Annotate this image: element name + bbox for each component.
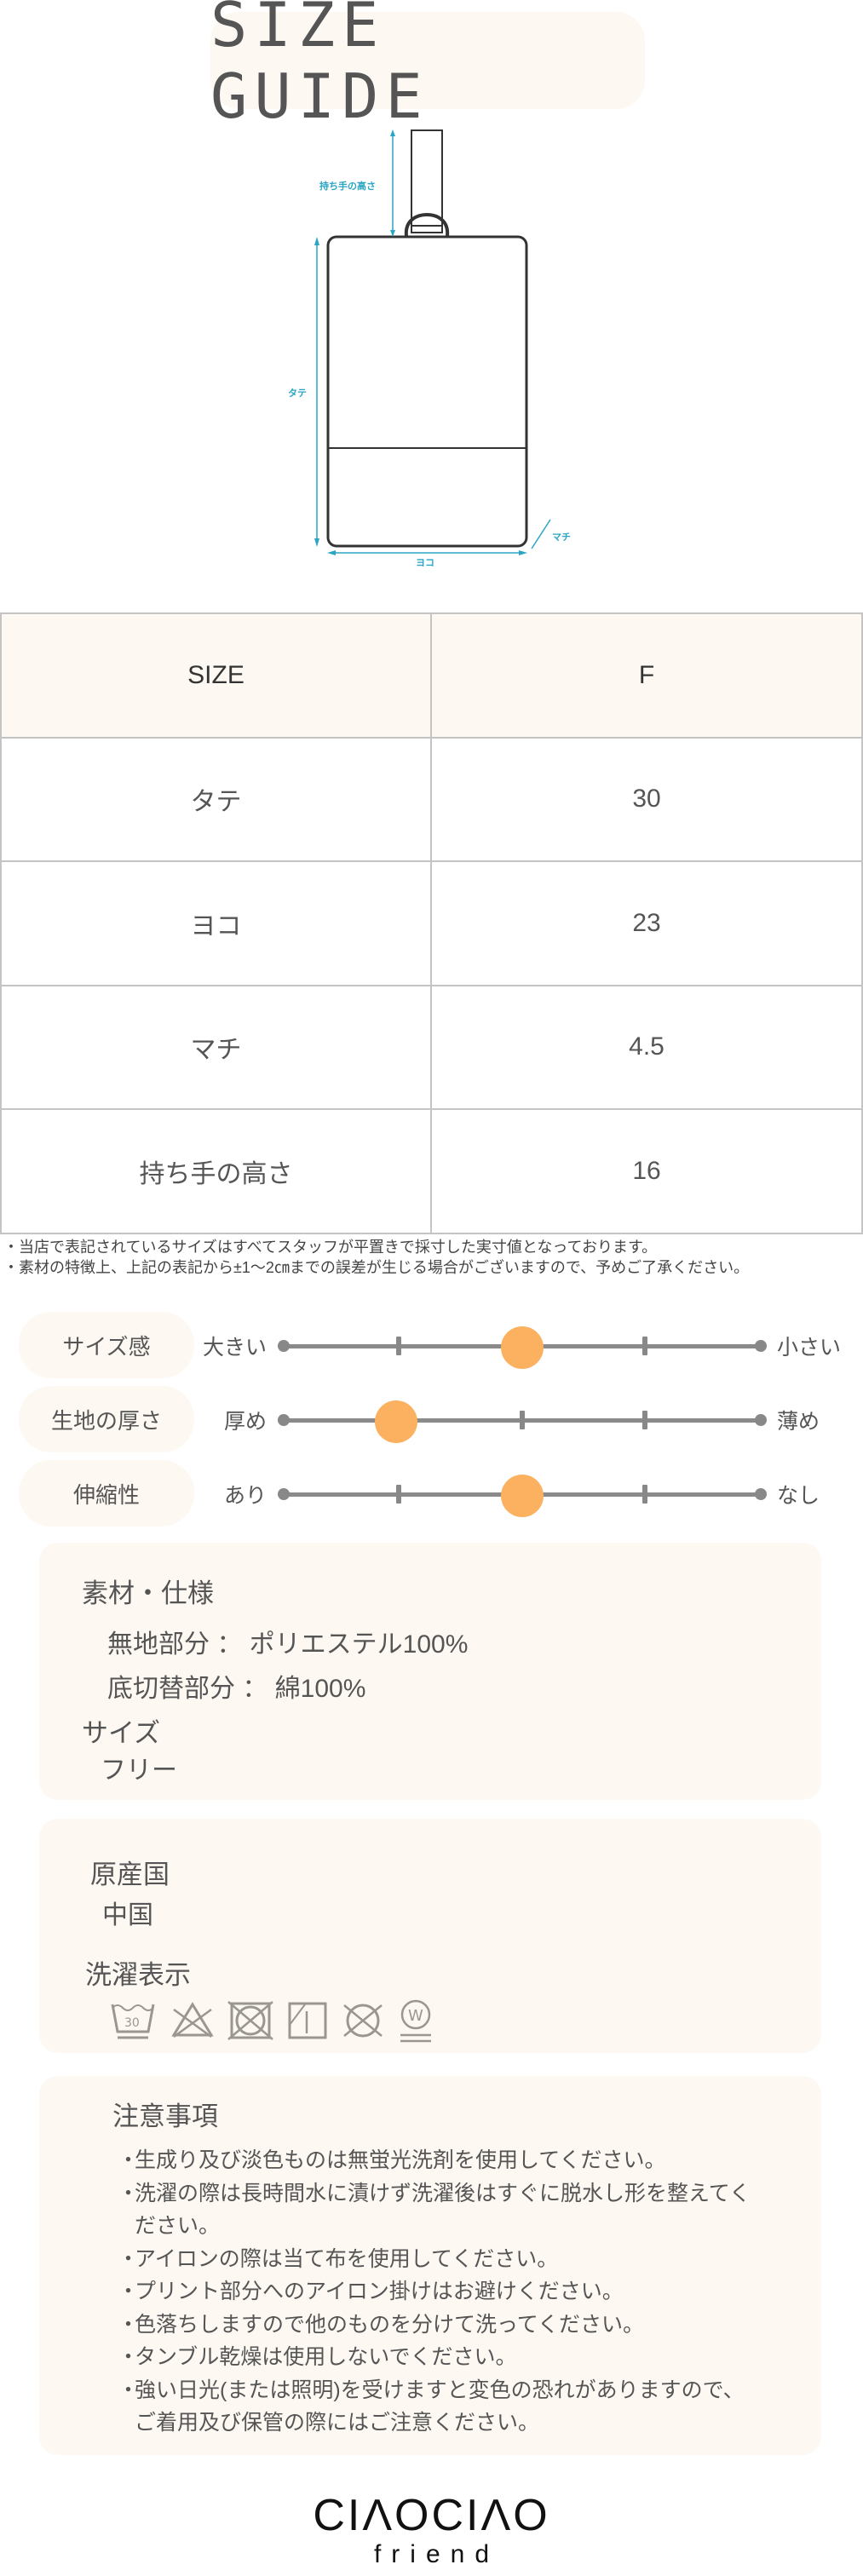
note-line: ・当店で表記されているサイズはすべてスタッフが平置きで採寸した実寸値となっており… [3, 1239, 658, 1256]
slider-tick-icon [396, 1337, 401, 1355]
slider-knob-indicator [375, 1400, 417, 1443]
brand-name: CIΛOCIΛO [313, 2491, 550, 2540]
list-item: ・生成り及び淡色ものは無蛍光洗剤を使用してください。 [118, 2144, 799, 2177]
wet-clean-icon: W [400, 1999, 431, 2043]
wet-clean-label: W [408, 2007, 423, 2025]
table-row: マチ 4.5 [0, 984, 863, 1110]
fit-slider-stretch: 伸縮性 あり なし [0, 1460, 863, 1527]
size-table-cell-value: 23 [430, 860, 863, 986]
slider-tick-icon [642, 1337, 647, 1355]
slider-tick-icon [642, 1411, 647, 1429]
size-table-cell-value: 16 [430, 1108, 863, 1234]
size-table-header-label: SIZE [0, 612, 432, 739]
diagram-label-handle-height: 持ち手の高さ [319, 180, 376, 192]
size-value: フリー [101, 1757, 177, 1785]
slider-knob-indicator [501, 1475, 544, 1517]
list-item: ・強い日光(または照明)を受けますと変色の恐れがありますので、ご着用及び保管の際… [118, 2374, 799, 2440]
caution-text: タンブル乾燥は使用しないでください。 [135, 2345, 517, 2369]
caution-text: プリント部分へのアイロン掛けはお避けください。 [135, 2280, 624, 2303]
size-table-header-row: SIZE F [0, 612, 863, 739]
material-line: 底切替部分 ： 綿100% [107, 1675, 366, 1703]
line-dry-icon [288, 2002, 327, 2039]
size-table-cell-label: ヨコ [0, 860, 432, 986]
slider-left-label: 厚め [223, 1410, 267, 1434]
slider-label-pill: 伸縮性 [19, 1460, 194, 1527]
slider-tick-icon [520, 1411, 525, 1429]
care-label-icons: 30 W [109, 1999, 434, 2045]
caution-text: 生成り及び淡色ものは無蛍光洗剤を使用してください。 [135, 2148, 666, 2172]
fit-slider-thickness: 生地の厚さ 厚め 薄め [0, 1386, 863, 1452]
no-tumble-dry-icon [227, 2001, 273, 2040]
slider-end-dot-icon [278, 1488, 290, 1500]
origin-value: 中国 [102, 1901, 153, 1929]
size-table-header-value: F [430, 612, 863, 739]
slider-right-label: 薄め [777, 1410, 820, 1434]
caution-text: 色落ちしますので他のものを分けて洗ってください。 [135, 2312, 645, 2337]
slider-left-label: 大きい [202, 1336, 267, 1360]
size-guide-title-banner: SIZE GUIDE [210, 0, 645, 132]
list-item: ・色落ちしますので他のものを分けて洗ってください。 [118, 2309, 799, 2342]
page-title: SIZE GUIDE [210, 0, 429, 132]
slider-label-pill: 生地の厚さ [19, 1386, 194, 1452]
list-item: ・プリント部分へのアイロン掛けはお避けください。 [118, 2275, 799, 2309]
brand-subtitle: friend [373, 2540, 500, 2568]
slider-end-dot-icon [278, 1414, 290, 1426]
size-table-cell-label: マチ [0, 984, 432, 1110]
size-heading: サイズ [82, 1718, 161, 1748]
table-row: タテ 30 [0, 736, 863, 862]
origin-heading: 原産国 [90, 1860, 170, 1889]
caution-text: アイロンの際は当て布を使用してください。 [135, 2246, 559, 2271]
slider-end-dot-icon [278, 1340, 290, 1352]
diagram-label-gusset: マチ [552, 532, 571, 543]
origin-care-card: 原産国 中国 洗濯表示 30 [39, 1819, 821, 2053]
size-table-cell-label: タテ [0, 736, 432, 862]
slider-left-label: あり [223, 1484, 267, 1508]
caution-card: 注意事項 ・生成り及び淡色ものは無蛍光洗剤を使用してください。 ・洗濯の際は長時… [39, 2076, 821, 2455]
slider-end-dot-icon [755, 1340, 767, 1352]
wash-30-icon: 30 [111, 2004, 155, 2039]
bag-dimension-diagram: 持ち手の高さ タテ ヨコ マチ [281, 119, 596, 592]
slider-end-dot-icon [755, 1414, 767, 1426]
brand-logo: CIΛOCIΛO friend [0, 2492, 863, 2570]
care-heading: 洗濯表示 [85, 1960, 191, 1990]
size-table: SIZE F タテ 30 ヨコ 23 マチ 4.5 持ち手の高さ 16 [0, 612, 863, 1234]
diagram-label-height: タテ [288, 388, 307, 399]
caution-list: ・生成り及び淡色ものは無蛍光洗剤を使用してください。 ・洗濯の際は長時間水に漬け… [118, 2144, 799, 2440]
list-item: ・タンブル乾燥は使用しないでください。 [118, 2341, 799, 2374]
material-heading: 素材・仕様 [82, 1578, 214, 1608]
measurement-notes: ・当店で表記されているサイズはすべてスタッフが平置きで採寸した実寸値となっており… [3, 1237, 749, 1278]
size-table-cell-value: 30 [430, 736, 863, 862]
note-line: ・素材の特徴上、上記の表記から±1～2㎝までの誤差が生じる場合がございますので、… [3, 1259, 750, 1276]
list-item: ・アイロンの際は当て布を使用してください。 [118, 2243, 799, 2276]
table-row: ヨコ 23 [0, 860, 863, 986]
slider-end-dot-icon [755, 1488, 767, 1500]
list-item: ・洗濯の際は長時間水に漬けず洗濯後はすぐに脱水し形を整えてください。 [118, 2177, 799, 2243]
diagram-label-width: ヨコ [416, 557, 434, 568]
slider-right-label: 小さい [777, 1336, 842, 1360]
no-bleach-icon [171, 2002, 214, 2038]
caution-heading: 注意事項 [112, 2102, 218, 2131]
caution-text: 洗濯の際は長時間水に漬けず洗濯後はすぐに脱水し形を整えてください。 [135, 2181, 751, 2239]
wash-temp-label: 30 [124, 2016, 140, 2030]
material-line: 無地部分 ： ポリエステル100% [107, 1630, 469, 1659]
no-dry-clean-icon [343, 2004, 383, 2038]
material-spec-card: 素材・仕様 無地部分 ： ポリエステル100% 底切替部分 ： 綿100% サイ… [39, 1543, 821, 1800]
slider-tick-icon [396, 1485, 401, 1504]
slider-right-label: なし [777, 1484, 820, 1508]
tote-bag-illustration-icon: 持ち手の高さ タテ ヨコ マチ [288, 129, 571, 568]
size-table-cell-value: 4.5 [430, 984, 863, 1110]
size-table-cell-label: 持ち手の高さ [0, 1108, 432, 1234]
table-row: 持ち手の高さ 16 [0, 1108, 863, 1234]
caution-text: 強い日光(または照明)を受けますと変色の恐れがありますので、ご着用及び保管の際に… [135, 2378, 745, 2435]
fit-slider-size: サイズ感 大きい 小さい [0, 1312, 863, 1378]
slider-label-pill: サイズ感 [19, 1312, 194, 1378]
slider-tick-icon [642, 1485, 647, 1504]
slider-knob-indicator [501, 1326, 544, 1369]
